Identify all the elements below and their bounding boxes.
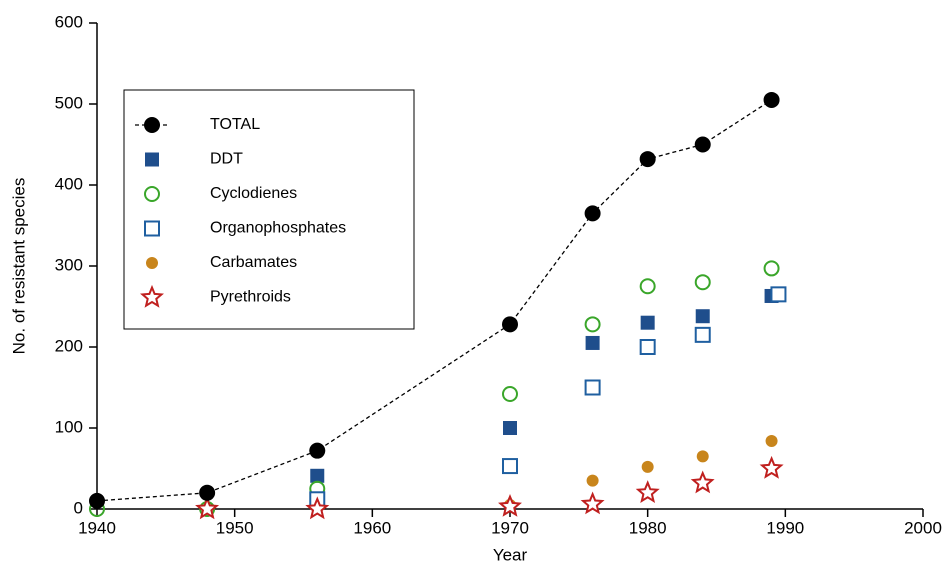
marker [305, 496, 330, 520]
x-tick-label: 1970 [491, 518, 529, 537]
legend-box [123, 89, 415, 330]
marker [694, 326, 711, 343]
marker [641, 460, 654, 473]
marker [694, 136, 711, 153]
legend: TOTAL DDT Cyclodienes Organophosphates Carba… [123, 89, 415, 330]
marker [584, 316, 601, 333]
marker [144, 117, 160, 133]
x-tick-label: 1960 [353, 518, 391, 537]
marker [140, 284, 164, 308]
y-tick-label: 100 [55, 417, 83, 436]
marker [144, 220, 160, 237]
marker [639, 278, 656, 295]
x-axis-label: Year [493, 545, 528, 564]
marker [146, 257, 158, 269]
marker [763, 91, 780, 108]
x-tick-label: 1980 [629, 518, 667, 537]
y-tick-label: 400 [55, 174, 83, 193]
marker [639, 339, 656, 355]
marker [145, 152, 159, 167]
y-tick-label: 0 [74, 498, 83, 517]
marker [765, 434, 778, 447]
legend-label: Organophosphates [210, 220, 346, 237]
marker [694, 274, 711, 291]
marker [503, 421, 517, 435]
marker [310, 468, 325, 483]
marker [695, 309, 710, 324]
marker [585, 335, 600, 350]
marker [502, 458, 518, 475]
marker [586, 474, 599, 487]
x-tick-label: 1990 [766, 518, 804, 537]
marker [763, 260, 780, 277]
marker [690, 470, 715, 494]
legend-label: TOTAL [210, 116, 260, 133]
marker [759, 455, 784, 479]
y-tick-label: 600 [55, 12, 83, 31]
marker [195, 496, 220, 520]
y-tick-label: 500 [55, 93, 83, 112]
marker [89, 492, 105, 509]
marker [144, 186, 160, 202]
legend-label: DDT [210, 151, 243, 168]
marker [639, 151, 656, 168]
marker [498, 493, 522, 517]
marker [309, 442, 326, 459]
marker [635, 480, 660, 504]
x-tick-label: 1940 [78, 518, 116, 537]
marker [584, 205, 601, 222]
marker [640, 315, 655, 330]
legend-label: Cyclodienes [210, 185, 297, 202]
y-tick-label: 200 [55, 336, 83, 355]
marker [770, 286, 787, 303]
marker [199, 484, 216, 501]
x-tick-label: 2000 [904, 518, 942, 537]
legend-label: Pyrethroids [210, 289, 291, 306]
marker [502, 316, 518, 333]
marker [580, 491, 605, 515]
y-tick-label: 300 [55, 255, 83, 274]
marker [696, 450, 709, 463]
y-axis-label: No. of resistant species [9, 178, 28, 355]
x-tick-label: 1950 [216, 518, 254, 537]
legend-label: Carbamates [210, 254, 297, 271]
marker [502, 385, 518, 402]
series-line [96, 99, 772, 502]
marker [584, 379, 601, 396]
